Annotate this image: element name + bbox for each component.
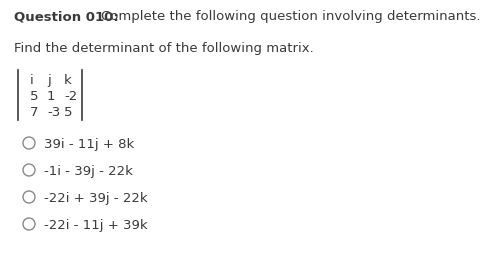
Text: Find the determinant of the following matrix.: Find the determinant of the following ma… (14, 42, 313, 55)
Text: -3: -3 (47, 106, 60, 119)
Text: Complete the following question involving determinants.: Complete the following question involvin… (101, 10, 480, 23)
Text: 5: 5 (64, 106, 72, 119)
Text: Question 010:: Question 010: (14, 10, 119, 23)
Text: 7: 7 (30, 106, 38, 119)
Text: i: i (30, 74, 34, 87)
Text: 5: 5 (30, 90, 38, 103)
Text: -2: -2 (64, 90, 77, 103)
Text: -22i - 11j + 39k: -22i - 11j + 39k (44, 219, 147, 232)
Text: 1: 1 (47, 90, 55, 103)
Text: 39i - 11j + 8k: 39i - 11j + 8k (44, 138, 134, 151)
Text: -22i + 39j - 22k: -22i + 39j - 22k (44, 192, 147, 205)
Text: k: k (64, 74, 72, 87)
Text: -1i - 39j - 22k: -1i - 39j - 22k (44, 165, 132, 178)
Text: j: j (47, 74, 51, 87)
